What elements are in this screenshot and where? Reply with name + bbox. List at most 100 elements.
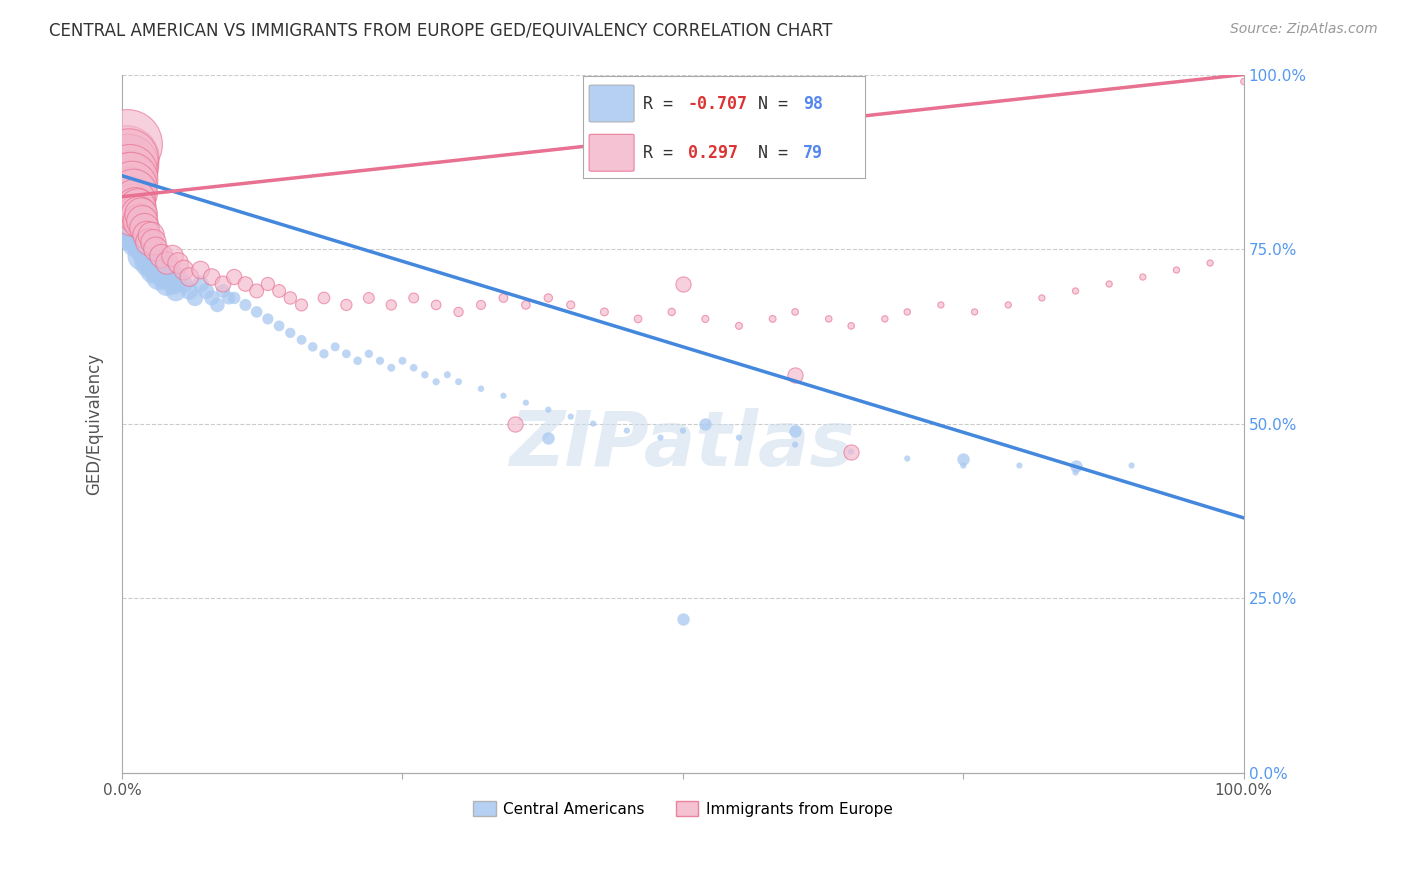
Text: 79: 79: [803, 144, 823, 161]
Point: [129, 207, 152, 221]
Point: [380, 298, 402, 312]
Point: [190, 263, 212, 277]
Point: [447, 305, 470, 319]
Point: [124, 200, 146, 214]
Point: [118, 214, 141, 228]
Point: [118, 172, 141, 186]
Point: [1098, 277, 1121, 291]
Point: [117, 221, 139, 235]
Point: [131, 249, 153, 263]
Point: [118, 207, 141, 221]
Y-axis label: GED/Equivalency: GED/Equivalency: [86, 352, 103, 495]
Point: [129, 235, 152, 249]
Point: [124, 200, 146, 214]
Point: [121, 200, 143, 214]
Point: [492, 389, 515, 403]
Point: [1233, 74, 1256, 88]
Point: [1121, 458, 1143, 473]
Point: [122, 186, 145, 201]
Point: [120, 193, 142, 207]
Point: [135, 242, 157, 256]
Point: [1064, 458, 1087, 473]
Point: [335, 298, 357, 312]
Point: [125, 207, 148, 221]
Point: [672, 424, 695, 438]
Point: [650, 431, 672, 445]
Point: [124, 228, 146, 243]
Text: R =: R =: [643, 95, 682, 112]
Point: [839, 444, 862, 458]
Legend: Central Americans, Immigrants from Europe: Central Americans, Immigrants from Europ…: [465, 793, 901, 824]
Point: [839, 444, 862, 458]
Text: CENTRAL AMERICAN VS IMMIGRANTS FROM EUROPE GED/EQUIVALENCY CORRELATION CHART: CENTRAL AMERICAN VS IMMIGRANTS FROM EURO…: [49, 22, 832, 40]
Point: [173, 263, 195, 277]
Point: [139, 242, 162, 256]
Point: [145, 242, 167, 256]
Point: [839, 318, 862, 333]
Point: [152, 263, 174, 277]
Point: [783, 437, 806, 451]
Point: [537, 431, 560, 445]
Point: [117, 193, 139, 207]
Point: [129, 214, 152, 228]
Point: [997, 298, 1019, 312]
Point: [783, 368, 806, 382]
Point: [122, 186, 145, 201]
Point: [121, 179, 143, 194]
Point: [783, 424, 806, 438]
Point: [118, 200, 141, 214]
Point: [436, 368, 458, 382]
Text: -0.707: -0.707: [688, 95, 748, 112]
FancyBboxPatch shape: [589, 85, 634, 122]
Point: [153, 270, 176, 285]
Point: [141, 249, 163, 263]
Point: [135, 235, 157, 249]
Point: [402, 360, 425, 375]
Point: [661, 305, 683, 319]
Point: [118, 186, 141, 201]
Point: [1199, 256, 1222, 270]
Point: [346, 353, 368, 368]
Point: [218, 291, 240, 305]
Point: [129, 214, 152, 228]
Point: [896, 451, 918, 466]
Point: [672, 277, 695, 291]
Point: [132, 235, 155, 249]
Point: [246, 284, 269, 298]
Point: [560, 298, 582, 312]
Point: [515, 298, 537, 312]
Point: [762, 312, 785, 326]
Point: [1064, 466, 1087, 480]
Point: [122, 207, 145, 221]
Point: [470, 298, 492, 312]
Point: [120, 172, 142, 186]
Point: [447, 375, 470, 389]
Point: [167, 270, 190, 285]
Text: 0.297: 0.297: [688, 144, 738, 161]
Point: [145, 249, 167, 263]
Point: [224, 291, 246, 305]
Point: [146, 263, 169, 277]
Point: [269, 318, 291, 333]
Point: [129, 221, 152, 235]
Point: [117, 137, 139, 152]
Point: [124, 207, 146, 221]
Text: R =: R =: [643, 144, 693, 161]
Point: [114, 165, 136, 179]
Point: [117, 158, 139, 172]
Point: [138, 256, 160, 270]
Point: [783, 305, 806, 319]
Point: [142, 235, 165, 249]
Point: [413, 368, 436, 382]
Point: [1132, 270, 1154, 285]
Point: [357, 291, 380, 305]
Point: [160, 270, 183, 285]
Point: [728, 431, 751, 445]
Point: [323, 340, 346, 354]
Point: [582, 417, 605, 431]
Point: [173, 277, 195, 291]
Point: [138, 235, 160, 249]
Point: [301, 340, 323, 354]
Point: [224, 270, 246, 285]
Text: ZIPatlas: ZIPatlas: [510, 408, 856, 482]
